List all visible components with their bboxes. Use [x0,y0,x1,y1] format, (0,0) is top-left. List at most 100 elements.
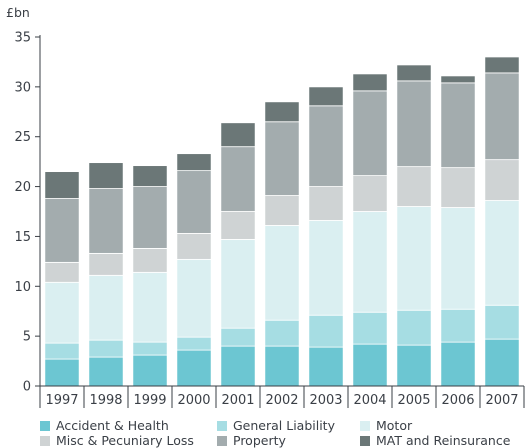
bar-segment [484,200,520,306]
bar-segment [88,188,124,254]
bar-segment [44,198,80,263]
y-tick-label: 10 [14,280,31,295]
legend-label: General Liability [233,418,335,433]
legend-swatch [360,435,370,446]
bar-segment [88,274,124,341]
bar-segment [308,105,344,187]
bar-segment [440,341,476,387]
bar-segment [484,304,520,340]
legend-item-general-liability: General Liability [217,418,335,433]
bar-segment [440,207,476,310]
x-tick-label: 2006 [441,393,474,408]
x-tick-label: 2003 [309,393,342,408]
bars [44,56,520,387]
bar-segment [484,159,520,201]
bar-segment [264,225,300,321]
bar-segment [132,271,168,343]
bar-segment [44,358,80,387]
y-unit-label: £bn [6,5,30,20]
bar-segment [396,64,432,82]
bar-segment [264,101,300,123]
bar-segment [264,121,300,196]
legend-swatch [360,420,370,431]
bar-segment [484,56,520,74]
y-tick-label: 30 [14,80,31,95]
x-axis: 1997 1998 1999 2000 2001 2002 2003 2004 2005 2006… [39,385,525,408]
y-axis: 0 5 10 15 20 25 30 35 [14,31,41,395]
bar-segment [132,341,168,356]
legend-label: MAT and Reinsurance [376,433,511,448]
bar-segment [308,86,344,107]
bar-segment [220,239,256,329]
y-tick-label: 15 [14,230,31,245]
bar-segment [308,314,344,348]
bar-segment [264,195,300,226]
bar-segment [440,308,476,343]
bar-segment [484,72,520,161]
bar-segment [220,211,256,240]
bar-segment [132,247,168,273]
legend-item-property: Property [217,433,286,448]
bar-segment [176,233,212,260]
bar-segment [176,336,212,351]
bar-segment [264,345,300,387]
x-tick-label: 2001 [221,393,254,408]
x-tick-label: 1997 [45,393,78,408]
bar-segment [396,80,432,168]
bar-segment [220,345,256,387]
bar-segment [132,186,168,249]
legend-swatch [40,435,50,446]
x-tick-label: 2007 [485,393,518,408]
bar-segment [220,146,256,212]
legend-label: Property [233,433,286,448]
bar-segment [440,82,476,169]
legend: Accident & Health General Liability Moto… [40,418,527,448]
bar-segment [44,171,80,199]
bar-segment [440,75,476,84]
legend-item-accident-health: Accident & Health [40,418,169,433]
legend-label: Misc & Pecuniary Loss [56,433,194,448]
bar-segment [352,90,388,177]
x-tick-label: 1998 [89,393,122,408]
bar-segment [396,206,432,311]
bar-segment [176,349,212,387]
y-tick-label: 0 [23,380,31,395]
bar-segment [352,175,388,212]
legend-item-motor: Motor [360,418,412,433]
bar-segment [220,327,256,347]
bar-segment [88,356,124,387]
bar-segment [220,122,256,148]
bar-segment [440,167,476,208]
legend-swatch [217,435,227,446]
bar-segment [264,319,300,347]
y-tick-label: 25 [14,130,31,145]
x-tick-label: 2005 [397,393,430,408]
legend-label: Accident & Health [56,418,169,433]
legend-item-mat-reinsurance: MAT and Reinsurance [360,433,510,448]
bar-segment [88,252,124,276]
bar-segment [176,170,212,234]
x-tick-label: 2004 [353,393,386,408]
bar-segment [352,73,388,92]
x-tick-label: 2000 [177,393,210,408]
legend-swatch [217,420,227,431]
x-tick-label: 1999 [133,393,166,408]
bar-segment [308,186,344,221]
bar-segment [352,343,388,387]
y-tick-label: 35 [14,31,31,46]
bar-segment [132,354,168,387]
bar-segment [352,311,388,345]
bar-segment [396,166,432,207]
bar-segment [176,258,212,338]
bar-segment [44,281,80,344]
bar-segment [88,162,124,189]
bar-segment [44,342,80,360]
bar-segment [44,261,80,283]
bar-segment [132,165,168,187]
legend-label: Motor [376,418,413,433]
bar-segment [88,339,124,358]
legend-item-misc-pecuniary-loss: Misc & Pecuniary Loss [40,433,194,448]
x-tick-label: 2002 [265,393,298,408]
legend-swatch [40,420,50,431]
